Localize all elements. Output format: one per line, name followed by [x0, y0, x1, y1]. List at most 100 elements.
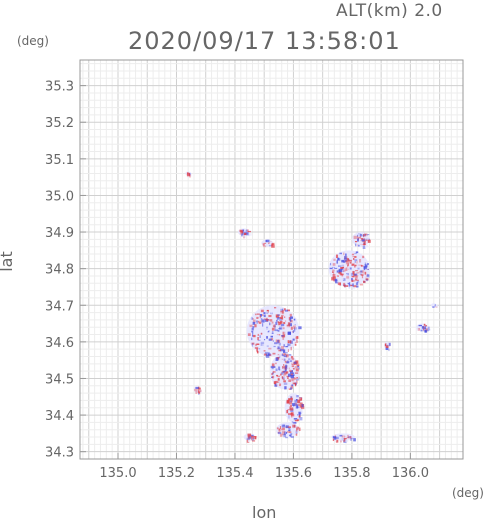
echo-cell [262, 323, 264, 327]
echo-cell [274, 329, 278, 332]
echo-cell [350, 437, 353, 440]
x-tick-label: 135.8 [333, 466, 370, 481]
echo-cell [268, 330, 270, 332]
echo-cell [362, 238, 365, 240]
echo-cell [296, 406, 300, 409]
echo-cell [365, 234, 368, 236]
echo-cell [291, 370, 293, 373]
y-tick-label: 35.1 [45, 153, 74, 168]
echo-cell [353, 235, 357, 240]
echo-cell [346, 434, 349, 436]
echo-cell [353, 258, 355, 260]
echo-cell [287, 331, 291, 335]
echo-cell [263, 350, 266, 352]
echo-cell [362, 245, 366, 249]
radar-echoes [185, 171, 439, 443]
echo-cell [277, 317, 279, 320]
echo-cell [354, 261, 356, 263]
echo-cell [351, 435, 354, 438]
echo-cell [289, 431, 292, 433]
x-axis-label: lon [252, 503, 277, 522]
echo-cell [288, 415, 290, 419]
grid-lines [80, 60, 463, 460]
echo-cell [241, 233, 243, 237]
echo-cell [283, 355, 287, 358]
echo-cell [290, 396, 293, 399]
echo-cell [279, 347, 281, 351]
echo-cell [280, 348, 284, 352]
echo-cell [354, 239, 357, 241]
echo-cell [272, 324, 276, 327]
echo-cell [289, 407, 294, 411]
echo-cell [364, 233, 368, 235]
echo-cell [281, 354, 284, 357]
echo-cell [246, 232, 249, 235]
echo-cell [252, 321, 256, 325]
y-tick-label: 35.3 [45, 80, 74, 95]
echo-cell [290, 385, 293, 389]
x-tick-label: 135.4 [216, 466, 253, 481]
echo-cell [289, 434, 292, 436]
echo-cell [265, 328, 269, 330]
echo-cell [292, 424, 296, 428]
echo-cell [260, 309, 264, 313]
echo-cell [288, 379, 291, 382]
x-unit-label: (deg) [452, 486, 484, 500]
echo-cell [359, 283, 362, 285]
echo-cell [285, 436, 288, 439]
echo-cell [276, 317, 279, 320]
echo-cell [361, 275, 364, 279]
echo-cell [355, 243, 357, 247]
echo-cell [294, 366, 298, 368]
echo-cell [259, 315, 261, 318]
echo-cell [281, 308, 284, 311]
echo-cell [265, 347, 268, 349]
echo-cell [280, 308, 284, 312]
echo-cell [350, 438, 352, 441]
echo-cell [418, 324, 422, 327]
echo-cell [360, 274, 364, 277]
echo-cell [263, 314, 266, 318]
echo-cell [281, 315, 284, 317]
echo-cell [288, 427, 290, 430]
echo-cell [364, 267, 368, 271]
echo-cell [348, 257, 351, 261]
echo-cell [286, 430, 290, 433]
echo-cell [290, 346, 292, 351]
echo-cell [291, 360, 293, 364]
echo-cell [344, 436, 347, 439]
echo-cell [266, 336, 268, 339]
echo-cell [294, 335, 297, 339]
echo-cell [360, 234, 362, 237]
echo-cell [338, 270, 342, 274]
echo-cell [265, 354, 268, 357]
echo-cell [247, 231, 251, 233]
echo-cell [251, 317, 253, 320]
echo-cell [338, 268, 342, 272]
echo-cell [263, 245, 267, 248]
echo-cell [265, 245, 267, 248]
echo-cell [291, 421, 294, 425]
echo-cell [296, 377, 298, 379]
echo-cell [289, 340, 292, 344]
echo-cell [281, 432, 286, 436]
echo-patch [243, 433, 257, 443]
echo-cell [351, 280, 354, 282]
echo-cell [282, 427, 285, 431]
echo-cell [278, 428, 281, 432]
echo-cell [423, 326, 425, 330]
echo-cell [423, 329, 425, 331]
echo-cell [360, 265, 364, 267]
x-tick-label: 135.0 [99, 466, 136, 481]
echo-cell [280, 346, 285, 350]
echo-cell [290, 433, 293, 435]
echo-cell [427, 327, 430, 330]
echo-cell [345, 267, 348, 271]
echo-cell [336, 254, 338, 258]
echo-cell [290, 398, 293, 401]
echo-cell [344, 259, 348, 263]
echo-cell [299, 398, 301, 400]
echo-cell [271, 321, 274, 325]
echo-cell [354, 256, 357, 258]
echo-cell [264, 352, 267, 355]
